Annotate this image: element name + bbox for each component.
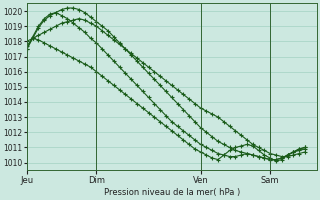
X-axis label: Pression niveau de la mer( hPa ): Pression niveau de la mer( hPa ): [104, 188, 240, 197]
